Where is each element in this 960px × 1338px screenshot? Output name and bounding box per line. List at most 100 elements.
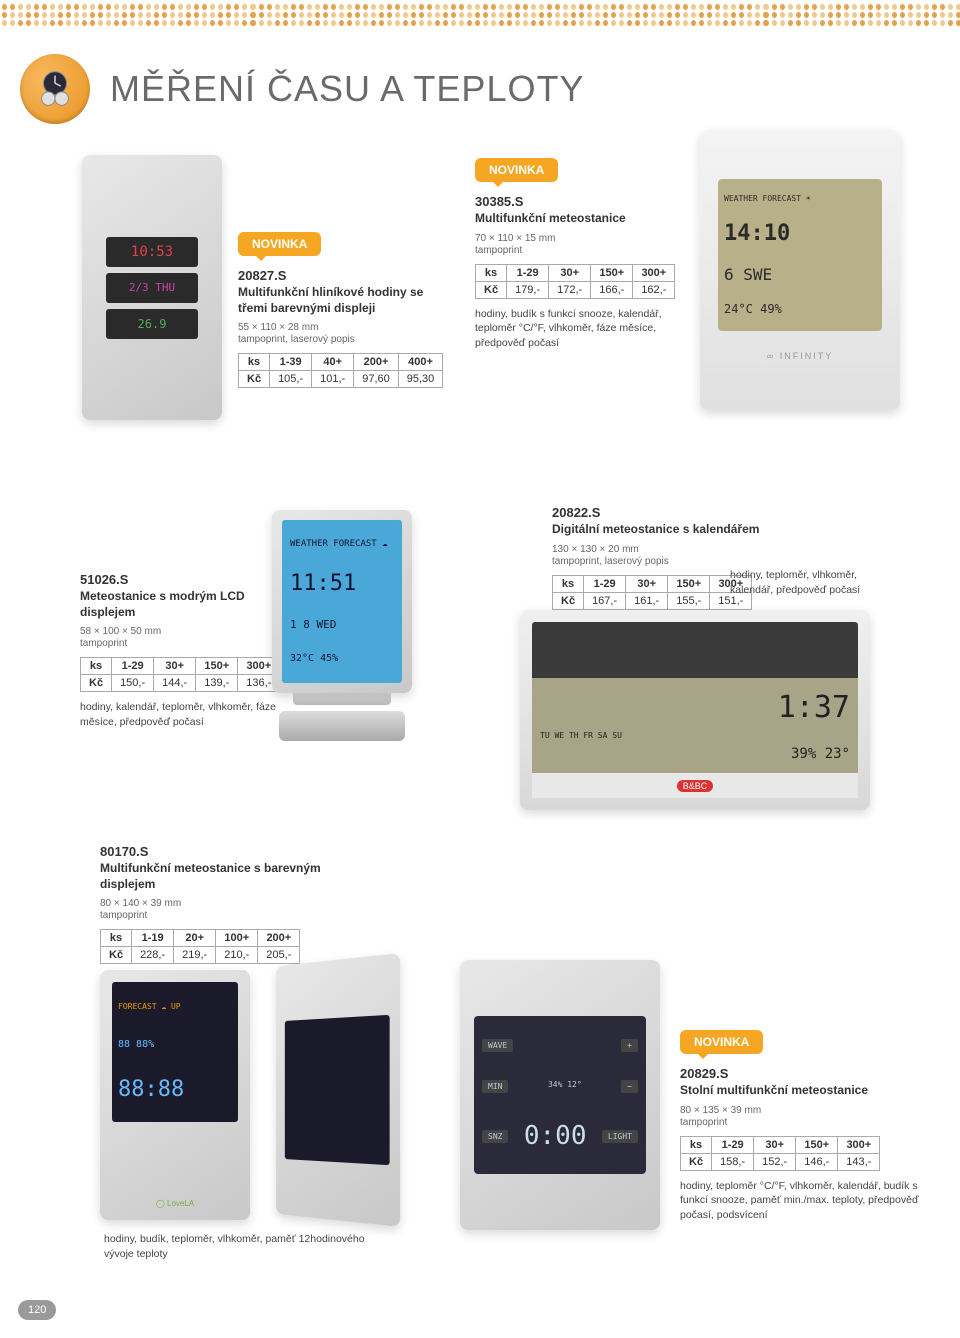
product-dims: 55 × 110 × 28 mm: [238, 322, 438, 333]
td: 162,-: [633, 281, 675, 298]
product-desc: hodiny, kalendář, teploměr, vlhkoměr, fá…: [80, 700, 290, 729]
td: 97,60: [354, 371, 399, 388]
td: 228,-: [132, 947, 174, 964]
th: Kč: [81, 675, 112, 692]
product-code: 20822.S: [552, 505, 812, 520]
page-top-dots: [0, 0, 960, 32]
page-title: MĚŘENÍ ČASU A TEPLOTY: [110, 68, 584, 110]
th: 150+: [591, 264, 633, 281]
product-image-80170-front: FORECAST ☁ UP 88 88% 88:88 ◯ LoveLA: [100, 970, 250, 1220]
td: 101,-: [312, 371, 354, 388]
product-desc-80170: hodiny, budík, teploměr, vlhkoměr, paměť…: [104, 1232, 384, 1261]
product-name: Digitální meteostanice s kalendářem: [552, 522, 812, 538]
product-image-20822: 1:37 TU WE TH FR SA SU 39% 23° B&BC: [520, 610, 870, 810]
product-print: tampoprint: [680, 1117, 940, 1128]
th: 300+: [838, 1136, 880, 1153]
product-block-30385: NOVINKA 30385.S Multifunkční meteostanic…: [475, 158, 695, 351]
td: 172,-: [549, 281, 591, 298]
price-table-30385: ks 1-29 30+ 150+ 300+ Kč 179,- 172,- 166…: [475, 264, 675, 299]
novinka-badge: NOVINKA: [238, 232, 321, 256]
th: 150+: [796, 1136, 838, 1153]
td: 139,-: [196, 675, 238, 692]
td: 167,-: [584, 592, 626, 609]
th: 30+: [549, 264, 591, 281]
product-desc: hodiny, budík, teploměr, vlhkoměr, paměť…: [104, 1232, 384, 1261]
th: ks: [101, 930, 132, 947]
th: Kč: [239, 371, 270, 388]
price-table-80170: ks 1-19 20+ 100+ 200+ Kč 228,- 219,- 210…: [100, 929, 300, 964]
td: 105,-: [270, 371, 312, 388]
th: ks: [553, 575, 584, 592]
page-header: MĚŘENÍ ČASU A TEPLOTY: [20, 54, 584, 124]
td: 146,-: [796, 1153, 838, 1170]
th: 20+: [174, 930, 216, 947]
th: ks: [81, 658, 112, 675]
product-code: 20827.S: [238, 268, 438, 283]
product-name: Stolní multifunkční meteostanice: [680, 1083, 940, 1099]
th: 30+: [154, 658, 196, 675]
product-code: 51026.S: [80, 572, 290, 587]
product-image-51026: WEATHER FORECAST ☁ 11:51 1 8 WED 32°C 45…: [272, 510, 412, 745]
product-name: Multifunkční hliníkové hodiny se třemi b…: [238, 285, 438, 316]
novinka-badge: NOVINKA: [475, 158, 558, 182]
th: 150+: [196, 658, 238, 675]
th: 400+: [398, 354, 443, 371]
th: 1-29: [112, 658, 154, 675]
td: 152,-: [754, 1153, 796, 1170]
th: ks: [476, 264, 507, 281]
product-print: tampoprint: [80, 638, 290, 649]
product-print: tampoprint: [100, 910, 330, 921]
td: 150,-: [112, 675, 154, 692]
product-print: tampoprint: [475, 245, 695, 256]
th: 30+: [754, 1136, 796, 1153]
product-desc: hodiny, budík s funkcí snooze, kalendář,…: [475, 307, 695, 351]
th: 150+: [668, 575, 710, 592]
th: Kč: [681, 1153, 712, 1170]
th: 40+: [312, 354, 354, 371]
product-name: Multifunkční meteostanice: [475, 211, 695, 227]
th: 1-29: [507, 264, 549, 281]
price-table-20827: ks 1-39 40+ 200+ 400+ Kč 105,- 101,- 97,…: [238, 353, 443, 388]
td: 219,-: [174, 947, 216, 964]
product-image-20827: 10:53 2/3 THU 26.9: [82, 155, 222, 420]
product-desc: hodiny, teploměr °C/°F, vlhkoměr, kalend…: [680, 1179, 940, 1223]
product-block-20827: NOVINKA 20827.S Multifunkční hliníkové h…: [238, 232, 438, 388]
product-print: tampoprint, laserový popis: [552, 556, 812, 567]
product-name: Multifunkční meteostanice s barevným dis…: [100, 861, 330, 892]
th: 200+: [354, 354, 399, 371]
clock-icon: [20, 54, 90, 124]
td: 166,-: [591, 281, 633, 298]
product-code: 20829.S: [680, 1066, 940, 1081]
product-block-51026: 51026.S Meteostanice s modrým LCD disple…: [80, 572, 290, 730]
page-number: 120: [18, 1300, 56, 1320]
td: 158,-: [712, 1153, 754, 1170]
th: Kč: [553, 592, 584, 609]
th: Kč: [101, 947, 132, 964]
product-code: 30385.S: [475, 194, 695, 209]
product-dims: 58 × 100 × 50 mm: [80, 626, 290, 637]
th: 1-29: [712, 1136, 754, 1153]
product-image-20829: WAVE+ MIN34% 12°− SNZ0:00LIGHT: [460, 960, 660, 1230]
product-sidedesc-20822: hodiny, teploměr, vlhkoměr, kalendář, př…: [730, 568, 880, 597]
th: 200+: [258, 930, 300, 947]
th: 1-19: [132, 930, 174, 947]
product-dims: 130 × 130 × 20 mm: [552, 544, 812, 555]
novinka-badge: NOVINKA: [680, 1030, 763, 1054]
price-table-20829: ks 1-29 30+ 150+ 300+ Kč 158,- 152,- 146…: [680, 1136, 880, 1171]
product-desc: hodiny, teploměr, vlhkoměr, kalendář, př…: [730, 568, 880, 597]
price-table-51026: ks 1-29 30+ 150+ 300+ Kč 150,- 144,- 139…: [80, 657, 280, 692]
price-table-20822: ks 1-29 30+ 150+ 300+ Kč 167,- 161,- 155…: [552, 575, 752, 610]
th: Kč: [476, 281, 507, 298]
product-image-80170-angle: [270, 960, 400, 1220]
td: 161,-: [626, 592, 668, 609]
td: 144,-: [154, 675, 196, 692]
product-dims: 80 × 135 × 39 mm: [680, 1105, 940, 1116]
product-image-30385: WEATHER FORECAST ☀ 14:10 6 SWE 24°C 49% …: [700, 130, 900, 410]
product-dims: 80 × 140 × 39 mm: [100, 898, 330, 909]
th: 300+: [633, 264, 675, 281]
th: 1-39: [270, 354, 312, 371]
product-name: Meteostanice s modrým LCD displejem: [80, 589, 290, 620]
product-block-20829: NOVINKA 20829.S Stolní multifunkční mete…: [680, 1030, 940, 1223]
th: ks: [239, 354, 270, 371]
th: 1-29: [584, 575, 626, 592]
